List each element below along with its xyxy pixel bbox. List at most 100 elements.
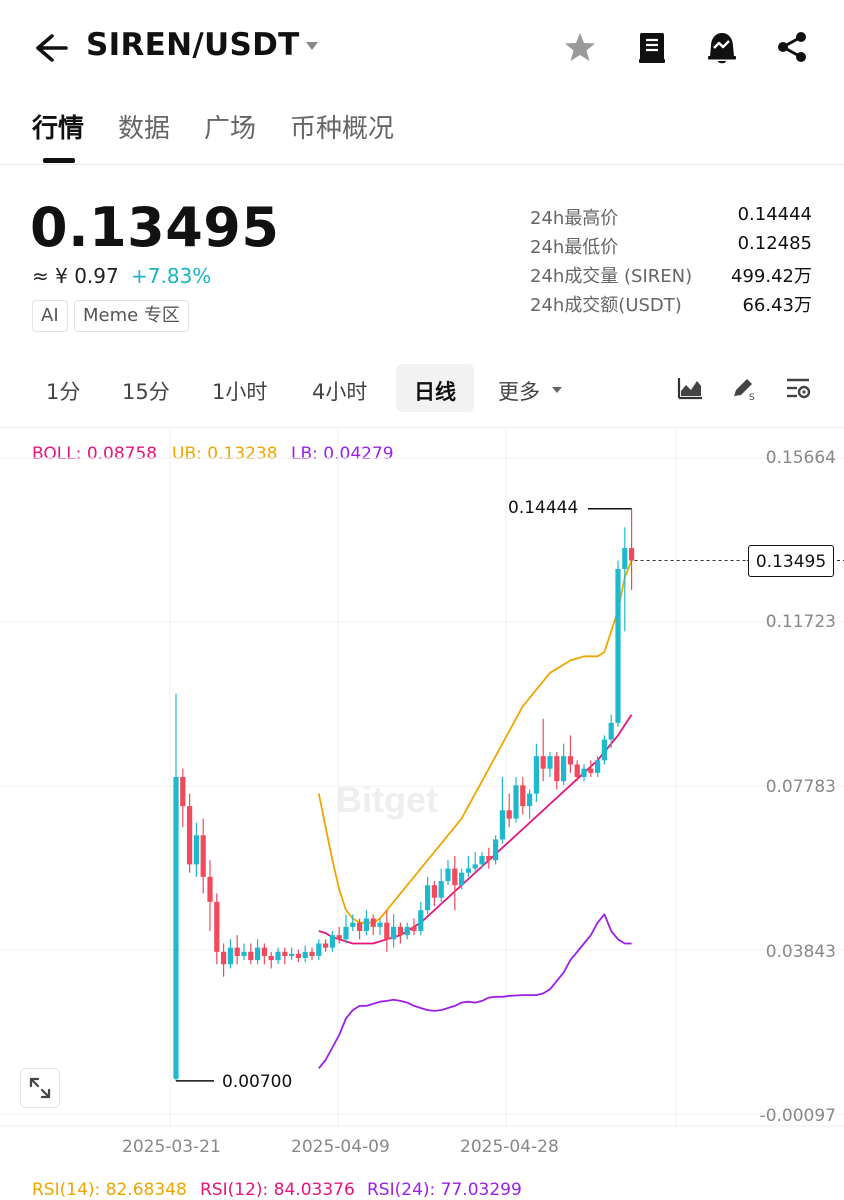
rsi14-value: 82.68348: [105, 1180, 187, 1200]
ub-value: 0.13238: [207, 444, 278, 464]
candle-body: [241, 951, 247, 956]
rsi24-indicator: RSI(24): 77.03299: [367, 1180, 522, 1200]
indicator-settings-icon[interactable]: [784, 374, 812, 402]
candle-body: [459, 872, 465, 886]
tab-data[interactable]: 数据: [118, 114, 171, 144]
candle-body: [411, 926, 417, 931]
candle-body: [289, 953, 295, 956]
candle-body: [214, 901, 220, 952]
candle-body: [608, 722, 614, 740]
candle-body: [309, 951, 315, 956]
y-tick-label: 0.11723: [765, 612, 836, 632]
back-arrow-icon[interactable]: [32, 30, 70, 66]
tab-market[interactable]: 行情: [32, 114, 85, 144]
book-icon[interactable]: [634, 28, 670, 66]
toolbar-divider: [0, 427, 844, 428]
caret-down-icon[interactable]: [551, 386, 563, 394]
boll-indicator: BOLL: 0.08758: [32, 444, 157, 464]
candle-body: [282, 951, 288, 956]
candlestick-chart[interactable]: Bitget: [0, 428, 844, 1200]
tag-meme-zone[interactable]: Meme 专区: [74, 300, 189, 332]
candle-body: [200, 835, 206, 877]
candle-body: [452, 868, 458, 886]
rsi12-indicator: RSI(12): 84.03376: [200, 1180, 355, 1200]
candle-body: [391, 926, 397, 940]
candle-body: [221, 951, 227, 965]
x-tick-label: 2025-04-09: [291, 1137, 390, 1157]
caret-down-icon[interactable]: [304, 40, 320, 52]
star-icon[interactable]: [562, 28, 598, 66]
candle-body: [363, 918, 369, 931]
timeframe-active-bg: [396, 364, 474, 412]
drawing-tool-icon[interactable]: S: [730, 374, 758, 402]
candle-body: [397, 926, 403, 936]
rsi24-value: 77.03299: [440, 1180, 522, 1200]
timeframe-4h[interactable]: 4小时: [312, 380, 368, 404]
rsi14-indicator: RSI(14): 82.68348: [32, 1180, 187, 1200]
candle-body: [316, 943, 322, 956]
candle-body: [561, 756, 567, 782]
y-tick-label: 0.15664: [765, 448, 836, 468]
low-price-label: 0.00700: [222, 1072, 293, 1092]
high-price-label: 0.14444: [508, 498, 579, 518]
candle-body: [540, 756, 546, 769]
candle-body: [180, 776, 186, 807]
candle-body: [343, 926, 349, 940]
pair-title[interactable]: SIREN/USDT: [86, 27, 300, 63]
tab-coin-overview[interactable]: 币种概况: [290, 114, 395, 144]
last-price: 0.13495: [30, 196, 280, 259]
candle-body: [479, 856, 485, 865]
candle-body: [567, 756, 573, 765]
expand-chart-button[interactable]: [20, 1068, 60, 1108]
candle-body: [513, 785, 519, 819]
boll-label: BOLL:: [32, 444, 82, 464]
candle-body: [547, 756, 553, 769]
candle-body: [187, 806, 193, 865]
candle-body: [248, 951, 254, 961]
stat-value-low: 0.12485: [737, 233, 812, 254]
candle-body: [261, 947, 267, 956]
share-icon[interactable]: [774, 28, 810, 66]
y-tick-label: 0.03843: [765, 942, 836, 962]
candle-body: [173, 776, 179, 1079]
timeframe-1d[interactable]: 日线: [414, 380, 456, 404]
candle-body: [601, 739, 607, 761]
y-tick-label: -0.00097: [759, 1106, 836, 1126]
change-percent: +7.83%: [131, 264, 212, 288]
rsi12-value: 84.03376: [273, 1180, 355, 1200]
candle-body: [295, 953, 301, 959]
bitget-watermark: Bitget: [336, 779, 438, 820]
timeframe-15m[interactable]: 15分: [122, 380, 170, 404]
timeframe-1m[interactable]: 1分: [46, 380, 81, 404]
active-tab-underline: [43, 158, 75, 163]
candle-body: [615, 568, 621, 723]
candle-body: [472, 864, 478, 869]
stat-value-turnover: 66.43万: [742, 295, 812, 316]
stat-label-low: 24h最低价: [530, 237, 619, 258]
rsi14-label: RSI(14):: [32, 1180, 101, 1200]
stat-label-high: 24h最高价: [530, 208, 619, 229]
x-tick-label: 2025-03-21: [122, 1137, 221, 1157]
candle-body: [486, 856, 492, 861]
candle-body: [350, 922, 356, 927]
candle-body: [465, 868, 471, 873]
tab-square[interactable]: 广场: [204, 114, 257, 144]
candle-body: [329, 935, 335, 948]
candles: [173, 508, 635, 1081]
candle-body: [268, 955, 274, 961]
candle-body: [595, 760, 601, 773]
tag-ai[interactable]: AI: [32, 300, 68, 332]
candle-body: [588, 768, 594, 773]
stat-value-high: 0.14444: [737, 204, 812, 225]
candle-body: [533, 756, 539, 794]
expand-icon: [29, 1077, 51, 1099]
stat-label-turnover: 24h成交额(USDT): [530, 295, 682, 316]
alert-bell-icon[interactable]: [704, 28, 740, 66]
timeframe-1h[interactable]: 1小时: [212, 380, 268, 404]
lb-indicator: LB: 0.04279: [291, 444, 394, 464]
candle-body: [527, 793, 533, 807]
chart-type-icon[interactable]: [676, 374, 704, 402]
boll-lower-line: [318, 913, 632, 1069]
candle-body: [581, 768, 587, 777]
timeframe-more[interactable]: 更多: [498, 380, 540, 404]
